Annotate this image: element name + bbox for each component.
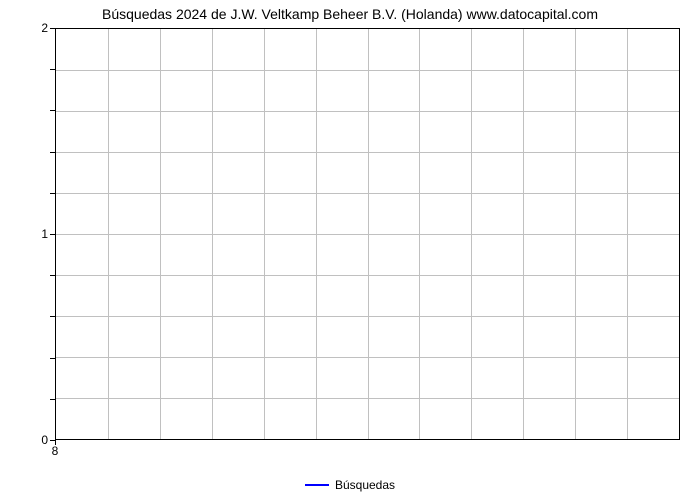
gridline-v [575, 29, 576, 439]
gridline-v [419, 29, 420, 439]
gridline-v [264, 29, 265, 439]
gridline-v [523, 29, 524, 439]
gridline-v [471, 29, 472, 439]
gridline-v [627, 29, 628, 439]
legend-line-icon [305, 484, 329, 486]
y-tick-label: 0 [8, 433, 48, 447]
x-tick-mark [55, 440, 56, 445]
gridline-v [368, 29, 369, 439]
gridline-v [316, 29, 317, 439]
gridline-v [212, 29, 213, 439]
chart-title: Búsquedas 2024 de J.W. Veltkamp Beheer B… [0, 6, 700, 22]
plot-area [55, 28, 680, 440]
y-tick-label: 2 [8, 21, 48, 35]
legend: Búsquedas [0, 477, 700, 492]
gridline-v [160, 29, 161, 439]
legend-label: Búsquedas [335, 478, 395, 492]
chart-container: Búsquedas 2024 de J.W. Veltkamp Beheer B… [0, 0, 700, 500]
y-tick-label: 1 [8, 227, 48, 241]
gridline-v [108, 29, 109, 439]
x-tick-label: 8 [52, 444, 59, 458]
